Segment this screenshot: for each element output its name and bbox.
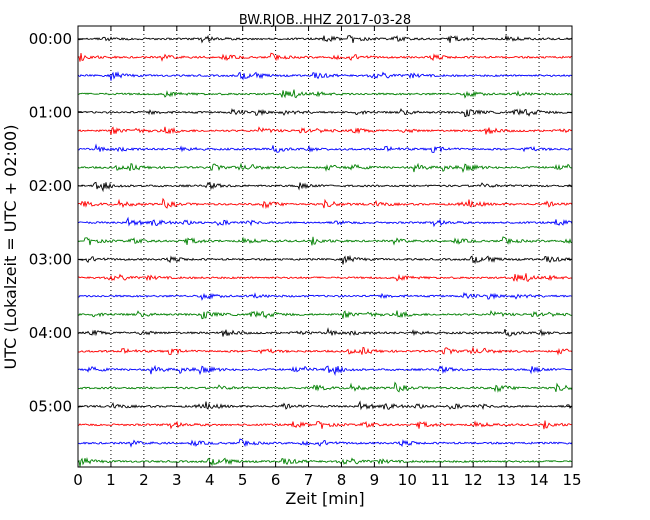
x-tick-label: 0 — [73, 471, 83, 489]
x-tick-label: 13 — [497, 471, 516, 489]
seismogram-trace — [77, 438, 573, 448]
seismogram-trace — [77, 34, 573, 44]
axis-ticks — [77, 26, 573, 467]
y-tick-label: 04:00 — [29, 324, 72, 342]
seismogram-trace — [77, 310, 573, 320]
y-tick-label: 00:00 — [29, 30, 72, 48]
x-tick-label: 1 — [106, 471, 116, 489]
seismogram-trace — [77, 197, 573, 210]
x-axis-label: Zeit [min] — [285, 489, 364, 508]
seismogram-trace — [77, 71, 573, 81]
x-tick-label: 14 — [530, 471, 549, 489]
x-tick-label: 3 — [172, 471, 182, 489]
seismogram-trace — [77, 108, 573, 117]
x-tick-label: 8 — [337, 471, 347, 489]
seismogram-trace — [77, 327, 573, 337]
y-tick-label: 03:00 — [29, 250, 72, 268]
seismogram-trace — [77, 346, 573, 356]
vertical-grid — [110, 26, 540, 467]
seismogram-trace — [77, 254, 573, 265]
x-tick-label: 12 — [464, 471, 483, 489]
seismogram-trace — [77, 162, 573, 174]
seismogram-trace — [77, 400, 573, 411]
seismogram-trace — [77, 126, 573, 135]
x-tick-label: 4 — [205, 471, 215, 489]
seismogram-trace — [77, 364, 573, 377]
seismogram-trace — [77, 89, 573, 99]
x-tick-label: 15 — [562, 471, 581, 489]
plot-area-frame — [77, 25, 573, 468]
y-axis-label: UTC (Lokalzeit = UTC + 02:00) — [1, 125, 20, 370]
seismogram-trace — [77, 381, 573, 393]
seismogram-trace — [77, 143, 573, 153]
seismogram-trace — [77, 420, 573, 430]
seismogram-trace — [77, 291, 573, 301]
seismogram-trace — [77, 273, 573, 283]
x-tick-label: 2 — [139, 471, 149, 489]
y-tick-label: 01:00 — [29, 103, 72, 121]
seismogram-trace — [77, 236, 573, 246]
x-tick-label: 5 — [238, 471, 248, 489]
x-tick-label: 6 — [271, 471, 281, 489]
x-tick-label: 9 — [370, 471, 380, 489]
seismogram-traces — [77, 34, 573, 467]
y-tick-label: 02:00 — [29, 177, 72, 195]
x-tick-label: 10 — [398, 471, 417, 489]
x-tick-label: 7 — [304, 471, 314, 489]
x-axis-tick-labels: 0 1 2 3 4 5 6 7 8 9 10 11 12 13 14 15 — [73, 471, 581, 489]
y-tick-label: 05:00 — [29, 397, 72, 415]
seismogram-trace — [77, 52, 573, 62]
seismogram-trace — [77, 456, 573, 467]
seismogram-trace — [77, 216, 573, 228]
y-axis-tick-labels: 00:00 01:00 02:00 03:00 04:00 05:00 — [29, 30, 72, 415]
seismogram-trace — [77, 181, 573, 193]
chart-title: BW.RJOB..HHZ 2017-03-28 — [239, 13, 411, 28]
x-tick-label: 11 — [431, 471, 450, 489]
